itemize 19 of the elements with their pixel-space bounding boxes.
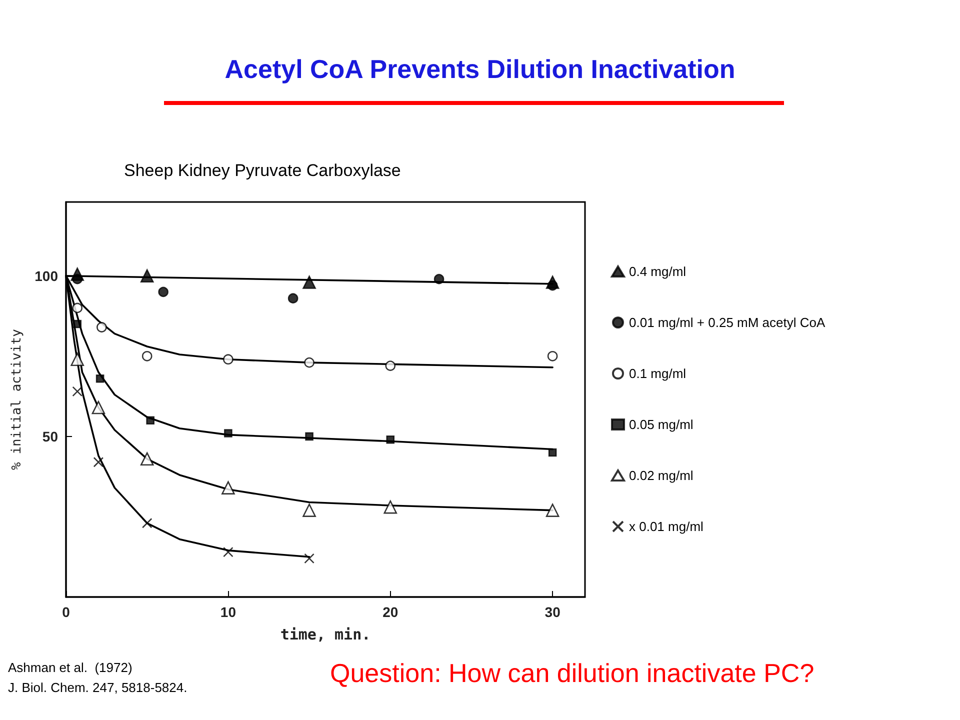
x-tick-label: 10	[220, 604, 236, 620]
legend-label: x 0.01 mg/ml	[629, 519, 704, 534]
x-tick-label: 20	[382, 604, 398, 620]
chart-title: Acetyl CoA Prevents Dilution Inactivation	[224, 54, 736, 85]
text: J. Biol. Chem. 247, 5818-5824.	[8, 680, 188, 695]
y-tick-label: 100	[34, 268, 58, 284]
legend-label: 0.4 mg/ml	[629, 264, 686, 279]
legend-label: 0.02 mg/ml	[629, 468, 694, 483]
x-tick-label: 0	[62, 604, 70, 620]
y-axis-title: % initial activity	[10, 328, 25, 470]
text: Ashman et al. (1972)	[8, 660, 132, 675]
text: Question: How can dilution inactivate PC?	[330, 658, 814, 689]
chart-subtitle: Sheep Kidney Pyruvate Carboxylase	[124, 161, 401, 181]
legend-label: 0.1 mg/ml	[629, 366, 686, 381]
x-tick-label: 30	[544, 604, 561, 620]
x-axis-title: time, min.	[280, 626, 371, 644]
legend-label: 0.05 mg/ml	[629, 417, 694, 432]
y-tick-label: 50	[42, 428, 58, 444]
legend-label: 0.01 mg/ml + 0.25 mM acetyl CoA	[629, 315, 826, 330]
